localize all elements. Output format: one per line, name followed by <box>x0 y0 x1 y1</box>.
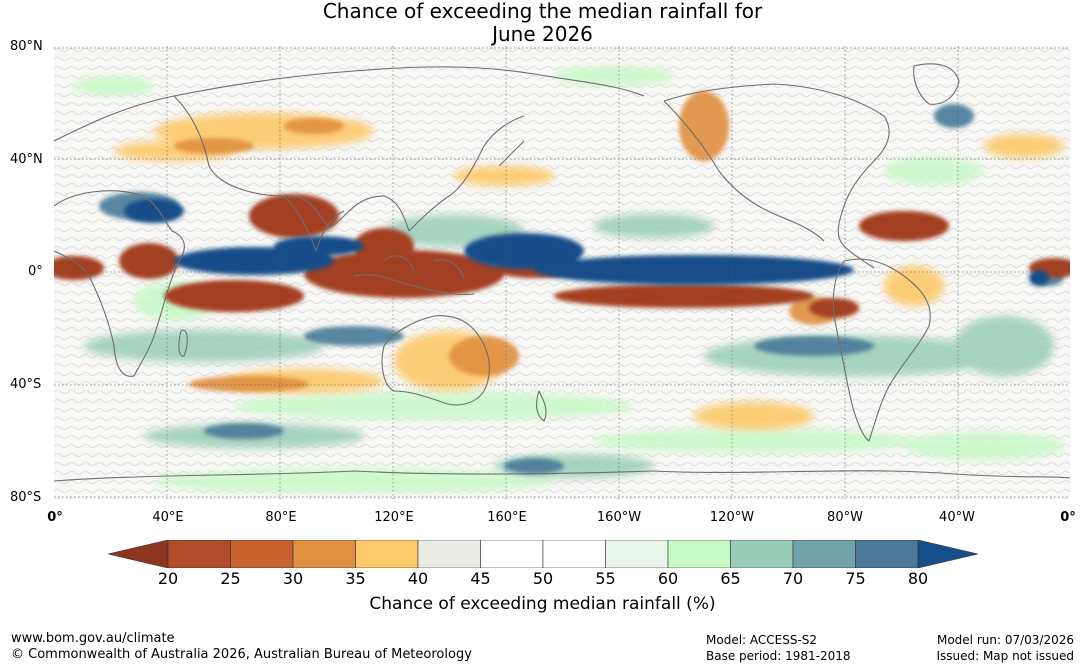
lon-label-0-right: 0° <box>1060 510 1076 525</box>
colorbar-cell <box>230 539 294 569</box>
colorbar-tick-label: 75 <box>845 569 866 588</box>
colorbar-cell <box>667 539 731 569</box>
colorbar-tick-label: 30 <box>282 569 304 588</box>
colorbar-cell <box>480 539 544 569</box>
colorbar-tick-label: 25 <box>220 569 241 588</box>
colorbar-extend-low <box>107 539 169 569</box>
lon-label-80e: 80°E <box>265 510 297 525</box>
lat-label-40s: 40°S <box>10 377 42 392</box>
lat-label-80s: 80°S <box>10 490 42 505</box>
colorbar-cell <box>167 539 231 569</box>
colorbar-tick-label: 70 <box>782 569 804 588</box>
wet-patches-light <box>74 66 1064 493</box>
graticule <box>54 46 1070 499</box>
colorbar-cell <box>417 539 481 569</box>
lon-label-120e: 120°E <box>374 510 414 525</box>
lon-label-80w: 80°W <box>827 510 863 525</box>
lat-label-equator: 0° <box>28 264 43 279</box>
footer-issued: Issued: Map not issued <box>936 649 1074 663</box>
colorbar-cell <box>730 539 794 569</box>
colorbar-tick-label: 40 <box>407 569 429 588</box>
colorbar-label: Chance of exceeding median rainfall (%) <box>369 594 716 614</box>
colorbar-tick-label: 80 <box>907 569 929 588</box>
footer-base-period: Base period: 1981-2018 <box>706 649 851 663</box>
colorbar-tick-label: 35 <box>345 569 366 588</box>
footer-model-run: Model run: 07/03/2026 <box>936 633 1074 647</box>
footer-url[interactable]: www.bom.gov.au/climate <box>11 631 175 646</box>
rainfall-map <box>54 46 1070 499</box>
colorbar-cell <box>542 539 606 569</box>
footer-model: Model: ACCESS-S2 <box>706 633 818 647</box>
colorbar-tick-label: 20 <box>157 569 179 588</box>
lon-label-160w: 160°W <box>596 510 642 525</box>
colorbar-tick-label: 60 <box>657 569 679 588</box>
colorbar-tick-label: 55 <box>595 569 616 588</box>
title-line-1: Chance of exceeding the median rainfall … <box>322 0 763 23</box>
footer-copyright: © Commonwealth of Australia 2026, Austra… <box>11 647 472 662</box>
lat-label-80n: 80°N <box>10 39 43 54</box>
lon-label-40e: 40°E <box>152 510 184 525</box>
colorbar-extend-high <box>917 539 979 569</box>
map-title: Chance of exceeding the median rainfall … <box>0 0 1085 46</box>
colorbar-cell <box>792 539 856 569</box>
lat-label-40n: 40°N <box>10 152 43 167</box>
colorbar-cell <box>292 539 356 569</box>
colorbar-cell <box>855 539 919 569</box>
colorbar-svg <box>107 539 979 569</box>
lon-label-40w: 40°W <box>939 510 975 525</box>
colorbar-tick-label: 45 <box>470 569 491 588</box>
colorbar-cells <box>107 539 979 569</box>
colorbar <box>107 539 979 569</box>
wet-belts <box>124 199 1049 286</box>
colorbar-tick-label: 65 <box>720 569 741 588</box>
map-canvas <box>54 46 1070 499</box>
colorbar-cell <box>605 539 669 569</box>
colorbar-tick-label: 50 <box>532 569 554 588</box>
dry-patches-orange <box>174 91 839 392</box>
lon-label-160e: 160°E <box>487 510 527 525</box>
lon-label-120w: 120°W <box>709 510 755 525</box>
lon-label-0-left: 0° <box>47 510 63 525</box>
colorbar-cell <box>355 539 419 569</box>
title-line-2: June 2026 <box>492 22 593 46</box>
coastlines <box>54 63 1070 482</box>
